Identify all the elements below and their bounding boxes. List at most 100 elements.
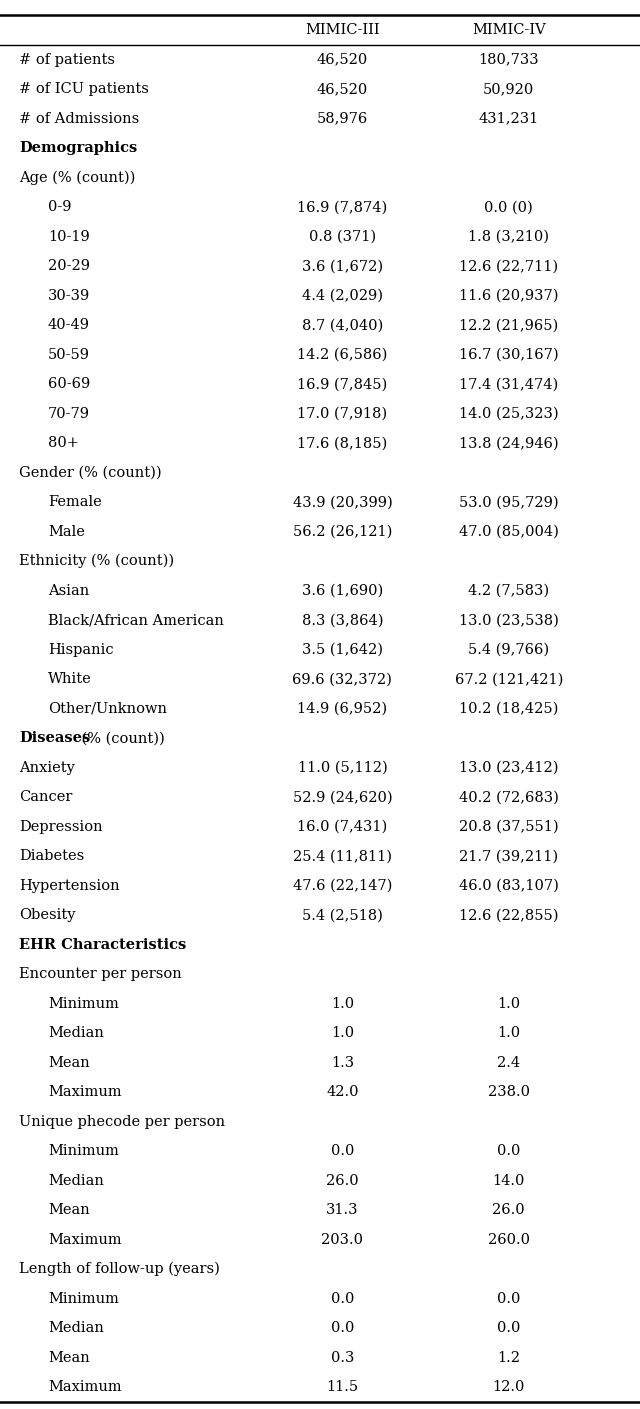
Text: 1.2: 1.2 [497, 1351, 520, 1365]
Text: 46.0 (83,107): 46.0 (83,107) [459, 879, 559, 893]
Text: Diseases: Diseases [19, 731, 90, 745]
Text: EHR Characteristics: EHR Characteristics [19, 938, 186, 951]
Text: Other/Unknown: Other/Unknown [48, 702, 167, 716]
Text: Gender (% (count)): Gender (% (count)) [19, 466, 162, 479]
Text: Diabetes: Diabetes [19, 850, 84, 864]
Text: 17.4 (31,474): 17.4 (31,474) [459, 378, 559, 392]
Text: Length of follow-up (years): Length of follow-up (years) [19, 1262, 220, 1277]
Text: 12.6 (22,711): 12.6 (22,711) [460, 259, 558, 273]
Text: 43.9 (20,399): 43.9 (20,399) [292, 495, 392, 509]
Text: (% (count)): (% (count)) [77, 731, 165, 745]
Text: Asian: Asian [48, 583, 89, 597]
Text: # of patients: # of patients [19, 52, 115, 66]
Text: 26.0: 26.0 [326, 1174, 358, 1188]
Text: Obesity: Obesity [19, 909, 76, 923]
Text: # of ICU patients: # of ICU patients [19, 82, 149, 96]
Text: 80+: 80+ [48, 437, 79, 451]
Text: 12.6 (22,855): 12.6 (22,855) [459, 909, 559, 923]
Text: 0.0: 0.0 [497, 1144, 520, 1158]
Text: 1.0: 1.0 [331, 996, 354, 1010]
Text: 2.4: 2.4 [497, 1055, 520, 1069]
Text: Age (% (count)): Age (% (count)) [19, 170, 136, 185]
Text: 1.3: 1.3 [331, 1055, 354, 1069]
Text: 25.4 (11,811): 25.4 (11,811) [293, 850, 392, 864]
Text: Mean: Mean [48, 1055, 90, 1069]
Text: 46,520: 46,520 [317, 52, 368, 66]
Text: 30-39: 30-39 [48, 289, 90, 303]
Text: Mean: Mean [48, 1351, 90, 1365]
Text: Maximum: Maximum [48, 1085, 122, 1099]
Text: 4.4 (2,029): 4.4 (2,029) [302, 289, 383, 303]
Text: Maximum: Maximum [48, 1381, 122, 1395]
Text: 17.0 (7,918): 17.0 (7,918) [298, 407, 387, 421]
Text: Hispanic: Hispanic [48, 643, 114, 657]
Text: 40-49: 40-49 [48, 318, 90, 333]
Text: Minimum: Minimum [48, 1292, 119, 1306]
Text: 5.4 (2,518): 5.4 (2,518) [302, 909, 383, 923]
Text: 238.0: 238.0 [488, 1085, 530, 1099]
Text: 16.7 (30,167): 16.7 (30,167) [459, 348, 559, 362]
Text: 31.3: 31.3 [326, 1203, 358, 1217]
Text: 52.9 (24,620): 52.9 (24,620) [292, 790, 392, 805]
Text: 0.3: 0.3 [331, 1351, 354, 1365]
Text: 3.6 (1,690): 3.6 (1,690) [302, 583, 383, 597]
Text: 1.0: 1.0 [497, 996, 520, 1010]
Text: 8.3 (3,864): 8.3 (3,864) [301, 613, 383, 627]
Text: Minimum: Minimum [48, 996, 119, 1010]
Text: Demographics: Demographics [19, 141, 138, 155]
Text: Hypertension: Hypertension [19, 879, 120, 893]
Text: 11.6 (20,937): 11.6 (20,937) [459, 289, 559, 303]
Text: Cancer: Cancer [19, 790, 72, 805]
Text: Maximum: Maximum [48, 1233, 122, 1247]
Text: 0.0: 0.0 [331, 1292, 354, 1306]
Text: 0.0 (0): 0.0 (0) [484, 200, 533, 214]
Text: 60-69: 60-69 [48, 378, 90, 392]
Text: Minimum: Minimum [48, 1144, 119, 1158]
Text: 4.2 (7,583): 4.2 (7,583) [468, 583, 549, 597]
Text: 0.8 (371): 0.8 (371) [309, 230, 376, 244]
Text: Depression: Depression [19, 820, 103, 834]
Text: 16.0 (7,431): 16.0 (7,431) [297, 820, 388, 834]
Text: 40.2 (72,683): 40.2 (72,683) [459, 790, 559, 805]
Text: 69.6 (32,372): 69.6 (32,372) [292, 672, 392, 686]
Text: 0.0: 0.0 [497, 1322, 520, 1336]
Text: 5.4 (9,766): 5.4 (9,766) [468, 643, 549, 657]
Text: 47.0 (85,004): 47.0 (85,004) [459, 524, 559, 538]
Text: 14.0 (25,323): 14.0 (25,323) [459, 407, 559, 421]
Text: 14.2 (6,586): 14.2 (6,586) [297, 348, 388, 362]
Text: 14.9 (6,952): 14.9 (6,952) [298, 702, 387, 716]
Text: MIMIC-IV: MIMIC-IV [472, 23, 546, 37]
Text: 3.5 (1,642): 3.5 (1,642) [302, 643, 383, 657]
Text: 13.0 (23,412): 13.0 (23,412) [459, 761, 559, 775]
Text: 1.8 (3,210): 1.8 (3,210) [468, 230, 549, 244]
Text: 203.0: 203.0 [321, 1233, 364, 1247]
Text: 180,733: 180,733 [479, 52, 539, 66]
Text: Unique phecode per person: Unique phecode per person [19, 1115, 225, 1129]
Text: 0.0: 0.0 [497, 1292, 520, 1306]
Text: 260.0: 260.0 [488, 1233, 530, 1247]
Text: 12.0: 12.0 [493, 1381, 525, 1395]
Text: Anxiety: Anxiety [19, 761, 75, 775]
Text: Median: Median [48, 1322, 104, 1336]
Text: Encounter per person: Encounter per person [19, 967, 182, 981]
Text: 10.2 (18,425): 10.2 (18,425) [459, 702, 559, 716]
Text: 47.6 (22,147): 47.6 (22,147) [292, 879, 392, 893]
Text: 11.5: 11.5 [326, 1381, 358, 1395]
Text: 13.0 (23,538): 13.0 (23,538) [459, 613, 559, 627]
Text: 13.8 (24,946): 13.8 (24,946) [459, 437, 559, 451]
Text: 42.0: 42.0 [326, 1085, 358, 1099]
Text: 0-9: 0-9 [48, 200, 72, 214]
Text: Black/African American: Black/African American [48, 613, 224, 627]
Text: 20.8 (37,551): 20.8 (37,551) [459, 820, 559, 834]
Text: 16.9 (7,874): 16.9 (7,874) [297, 200, 388, 214]
Text: 11.0 (5,112): 11.0 (5,112) [298, 761, 387, 775]
Text: 46,520: 46,520 [317, 82, 368, 96]
Text: 431,231: 431,231 [479, 111, 539, 125]
Text: 53.0 (95,729): 53.0 (95,729) [459, 495, 559, 509]
Text: 56.2 (26,121): 56.2 (26,121) [292, 524, 392, 538]
Text: 21.7 (39,211): 21.7 (39,211) [460, 850, 558, 864]
Text: 26.0: 26.0 [493, 1203, 525, 1217]
Text: 14.0: 14.0 [493, 1174, 525, 1188]
Text: 3.6 (1,672): 3.6 (1,672) [302, 259, 383, 273]
Text: 10-19: 10-19 [48, 230, 90, 244]
